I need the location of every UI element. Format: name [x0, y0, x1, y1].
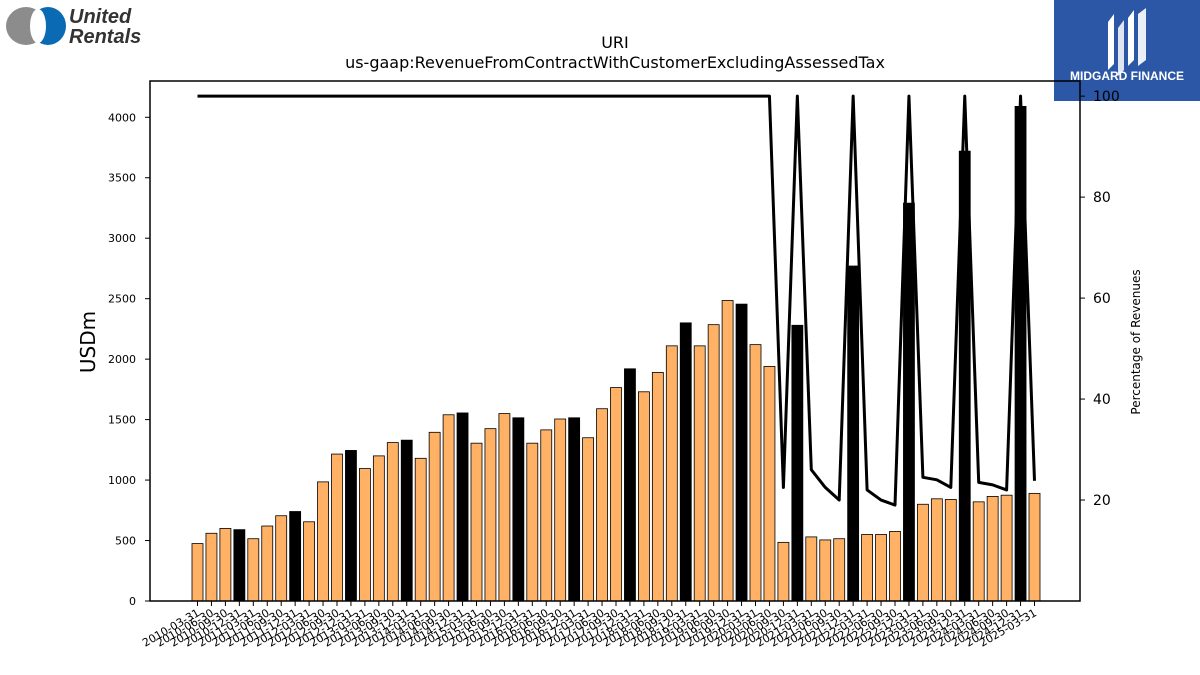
bar-2011-12-31 [289, 511, 302, 602]
ytick-label-2000: 2000 [108, 353, 136, 366]
bar-2013-09-30 [386, 442, 399, 602]
ytick-label-3500: 3500 [108, 172, 136, 185]
ytick-right-label-20: 20 [1093, 493, 1111, 509]
bar-2019-03-31 [693, 345, 706, 602]
bar-2015-09-30 [498, 413, 511, 602]
ytick-label-4000: 4000 [108, 111, 136, 124]
bar-2013-12-31 [400, 439, 413, 602]
bar-2021-06-30 [819, 539, 832, 602]
bar-2017-12-31 [624, 368, 636, 602]
bar-2014-03-31 [414, 457, 427, 602]
midgard-finance-logo-mark: MIDGARD FINANCE [1070, 8, 1184, 83]
bar-2010-09-30 [219, 528, 232, 602]
bar-2013-03-31 [358, 468, 371, 602]
bar-2014-09-30 [442, 414, 455, 602]
bar-2023-06-30 [930, 498, 943, 602]
bar-2021-12-31 [847, 265, 860, 602]
bar-2011-09-30 [275, 515, 288, 602]
logo-bar-left [1108, 14, 1114, 70]
united-rentals-logo: United Rentals [4, 4, 164, 48]
ytick-right-label-40: 40 [1093, 392, 1111, 408]
logo-text-line1: United [69, 6, 132, 28]
ytick-right-label-60: 60 [1093, 291, 1111, 307]
ytick-label-2500: 2500 [108, 293, 136, 306]
bar-2010-12-31 [233, 529, 246, 602]
bar-2024-09-30 [1000, 494, 1013, 602]
chart-subtitle: us-gaap:RevenueFromContractWithCustomerE… [345, 53, 885, 72]
bar-2010-06-30 [205, 532, 218, 602]
bar-2025-03-31 [1028, 492, 1041, 602]
y-axis-label: USDm [76, 311, 100, 373]
bar-2020-12-31 [791, 324, 804, 602]
bar-2018-12-31 [679, 322, 692, 602]
bar-2013-06-30 [372, 455, 385, 602]
ytick-label-3000: 3000 [108, 232, 136, 245]
y-ticks-left: 0 500 1000 1500 2000 2500 3000 3500 4000 [108, 111, 150, 608]
bar-2016-06-30 [540, 429, 553, 602]
bar-2011-03-31 [247, 538, 260, 602]
plot-frame [149, 80, 1081, 602]
bar-2024-03-31 [972, 501, 985, 602]
bar-2015-03-31 [470, 442, 483, 602]
axes-group [149, 80, 1081, 602]
percentage-line [197, 94, 1036, 507]
bar-2012-03-31 [303, 521, 316, 602]
ytick-right-label-100: 100 [1093, 89, 1120, 105]
bar-2015-06-30 [484, 428, 497, 602]
bar-2016-12-31 [568, 417, 581, 602]
bar-2020-03-31 [749, 344, 762, 602]
bar-2010-03-31 [191, 543, 204, 602]
bar-2016-03-31 [526, 442, 539, 602]
x-ticks: 2010-03-312010-06-302010-09-302010-12-31… [140, 601, 1039, 650]
bar-2018-03-31 [638, 391, 650, 602]
bar-2012-09-30 [331, 453, 343, 602]
bar-2021-09-30 [833, 538, 846, 602]
percentage-line-group [197, 94, 1036, 507]
bar-2024-06-30 [986, 495, 999, 602]
ytick-label-500: 500 [115, 535, 136, 548]
bar-2011-06-30 [261, 525, 274, 602]
united-rentals-logo-mark: United Rentals [6, 6, 141, 48]
bar-2018-06-30 [651, 372, 664, 602]
logo-bar-mid [1118, 20, 1124, 76]
y-ticks-right: 20 40 60 80 100 [1080, 89, 1120, 509]
ytick-label-1000: 1000 [108, 474, 136, 487]
bar-2016-09-30 [554, 418, 567, 602]
bar-2014-06-30 [428, 431, 441, 602]
bar-2021-03-31 [805, 536, 818, 602]
bar-2020-09-30 [777, 541, 790, 602]
logo-bar-right [1138, 8, 1146, 66]
bar-2019-09-30 [721, 300, 734, 602]
ytick-right-label-80: 80 [1093, 190, 1111, 206]
bar-2022-03-31 [861, 534, 873, 602]
logo-text-line2: Rentals [69, 26, 141, 48]
bar-2022-06-30 [875, 534, 887, 602]
logo-text: MIDGARD FINANCE [1070, 69, 1184, 83]
bar-2020-06-30 [763, 365, 776, 602]
chart-title: URI [601, 33, 629, 52]
ytick-label-0: 0 [129, 595, 136, 608]
bar-2017-09-30 [610, 387, 622, 602]
bar-2015-12-31 [512, 417, 525, 602]
bar-2019-06-30 [707, 324, 720, 602]
midgard-finance-logo: MIDGARD FINANCE [1054, 0, 1200, 101]
ytick-label-1500: 1500 [108, 414, 136, 427]
bar-2022-09-30 [889, 531, 901, 602]
logo-bar-mid2 [1128, 10, 1134, 66]
bar-2012-12-31 [345, 450, 357, 602]
bar-2019-12-31 [735, 303, 748, 602]
bar-2014-12-31 [456, 412, 469, 602]
bar-2022-12-31 [903, 202, 915, 602]
y-axis-right-label: Percentage of Revenues [1129, 269, 1143, 414]
bar-2018-09-30 [665, 345, 678, 602]
logo-white-ellipse [30, 9, 46, 43]
bar-2017-03-31 [582, 437, 594, 602]
bar-2017-06-30 [596, 408, 608, 602]
bar-2023-09-30 [944, 499, 957, 602]
bar-2012-06-30 [317, 481, 329, 602]
bar-2023-03-31 [917, 503, 929, 602]
